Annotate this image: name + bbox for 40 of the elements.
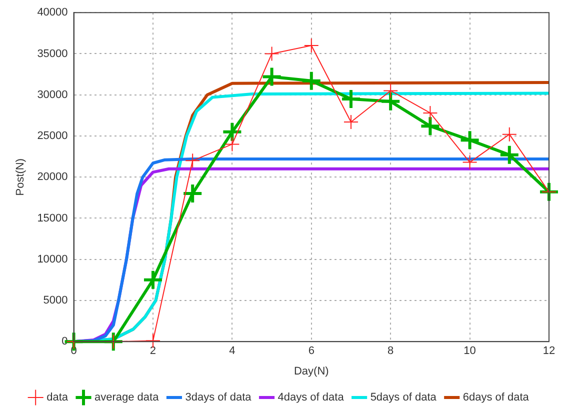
point [224,136,240,152]
x-tick-label: 4 [229,345,236,358]
y-axis-title: Post(N) [14,158,27,196]
point [420,116,441,137]
x-tick-label: 8 [388,345,394,358]
point [304,38,319,53]
y-tick-label: 35000 [37,48,68,60]
point [462,154,478,170]
point [498,144,520,166]
y-tick-label: 30000 [37,88,68,101]
point [261,66,282,88]
point [383,83,398,98]
point [264,46,280,62]
y-tick-label: 40000 [37,6,68,19]
point [185,153,200,168]
legend-label: data [46,392,69,404]
point [343,114,358,130]
x-tick-label: 10 [464,345,476,358]
point [182,183,204,204]
legend-label: 3days of data [185,392,252,404]
point [422,105,438,120]
x-tick-label: 6 [308,345,314,358]
point [142,269,164,290]
point [459,130,480,151]
legend-label: 6days of data [462,392,530,404]
legend-label: average data [94,392,160,404]
y-tick-label: 5000 [43,294,68,307]
legend-label: 4days of data [278,392,345,404]
x-tick-label: 12 [542,345,556,358]
y-tick-label: 20000 [37,171,68,184]
point [340,88,362,110]
point [145,333,160,348]
point [300,70,322,92]
y-tick-label: 25000 [37,130,68,142]
x-tick-label: 2 [150,345,156,358]
y-tick-label: 15000 [37,212,68,224]
y-tick-label: 10000 [37,253,68,266]
point [502,126,517,142]
x-axis-title: Day(N) [294,365,329,378]
legend-label: 5days of data [370,392,438,404]
